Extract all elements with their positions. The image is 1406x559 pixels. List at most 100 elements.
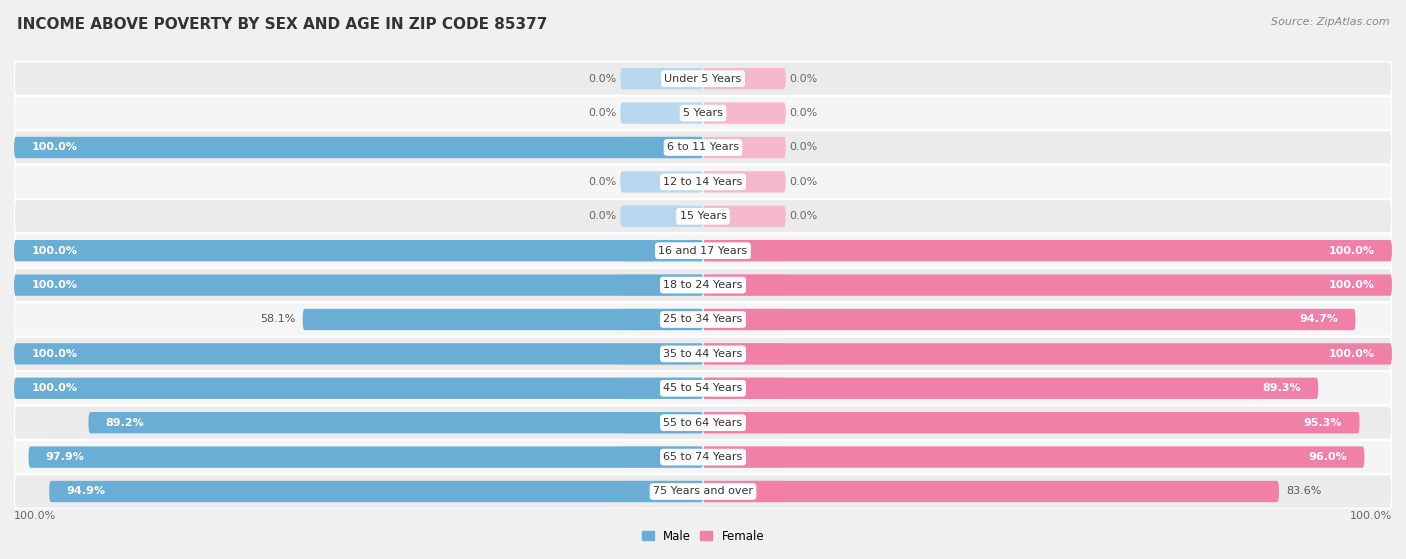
Text: 89.2%: 89.2% [105, 418, 145, 428]
Text: 0.0%: 0.0% [589, 108, 617, 118]
FancyBboxPatch shape [703, 137, 786, 158]
FancyBboxPatch shape [620, 171, 703, 192]
FancyBboxPatch shape [620, 102, 703, 124]
FancyBboxPatch shape [620, 274, 703, 296]
FancyBboxPatch shape [620, 481, 703, 502]
FancyBboxPatch shape [620, 343, 703, 364]
FancyBboxPatch shape [620, 206, 703, 227]
FancyBboxPatch shape [14, 268, 1392, 302]
Text: 94.7%: 94.7% [1299, 315, 1339, 324]
Text: 89.3%: 89.3% [1263, 383, 1301, 394]
Text: 58.1%: 58.1% [260, 315, 295, 324]
FancyBboxPatch shape [703, 343, 786, 364]
Text: 100.0%: 100.0% [1350, 511, 1392, 521]
Text: 0.0%: 0.0% [789, 177, 817, 187]
Text: 97.9%: 97.9% [46, 452, 84, 462]
Text: 0.0%: 0.0% [789, 211, 817, 221]
Text: 5 Years: 5 Years [683, 108, 723, 118]
FancyBboxPatch shape [14, 274, 703, 296]
Text: 35 to 44 Years: 35 to 44 Years [664, 349, 742, 359]
FancyBboxPatch shape [620, 240, 703, 262]
Text: 15 Years: 15 Years [679, 211, 727, 221]
FancyBboxPatch shape [703, 206, 786, 227]
Text: 25 to 34 Years: 25 to 34 Years [664, 315, 742, 324]
FancyBboxPatch shape [703, 378, 786, 399]
FancyBboxPatch shape [49, 481, 703, 502]
Text: Source: ZipAtlas.com: Source: ZipAtlas.com [1271, 17, 1389, 27]
FancyBboxPatch shape [703, 240, 1392, 262]
FancyBboxPatch shape [14, 343, 703, 364]
Text: 65 to 74 Years: 65 to 74 Years [664, 452, 742, 462]
FancyBboxPatch shape [14, 474, 1392, 509]
Text: 100.0%: 100.0% [1329, 349, 1375, 359]
FancyBboxPatch shape [703, 378, 1319, 399]
FancyBboxPatch shape [14, 137, 703, 158]
FancyBboxPatch shape [620, 378, 703, 399]
FancyBboxPatch shape [620, 309, 703, 330]
FancyBboxPatch shape [703, 102, 786, 124]
Text: 0.0%: 0.0% [589, 211, 617, 221]
FancyBboxPatch shape [14, 61, 1392, 96]
FancyBboxPatch shape [302, 309, 703, 330]
Text: 16 and 17 Years: 16 and 17 Years [658, 246, 748, 255]
FancyBboxPatch shape [703, 68, 786, 89]
FancyBboxPatch shape [14, 378, 703, 399]
Text: 18 to 24 Years: 18 to 24 Years [664, 280, 742, 290]
FancyBboxPatch shape [14, 199, 1392, 234]
Text: 100.0%: 100.0% [14, 511, 56, 521]
FancyBboxPatch shape [14, 165, 1392, 199]
FancyBboxPatch shape [28, 447, 703, 468]
Text: 100.0%: 100.0% [1329, 246, 1375, 255]
FancyBboxPatch shape [14, 337, 1392, 371]
FancyBboxPatch shape [703, 481, 1279, 502]
FancyBboxPatch shape [703, 240, 786, 262]
FancyBboxPatch shape [14, 405, 1392, 440]
FancyBboxPatch shape [14, 371, 1392, 405]
FancyBboxPatch shape [14, 440, 1392, 474]
Text: 0.0%: 0.0% [789, 108, 817, 118]
FancyBboxPatch shape [14, 234, 1392, 268]
FancyBboxPatch shape [703, 274, 1392, 296]
Text: 0.0%: 0.0% [789, 143, 817, 153]
FancyBboxPatch shape [620, 68, 703, 89]
Text: 0.0%: 0.0% [589, 74, 617, 84]
Text: INCOME ABOVE POVERTY BY SEX AND AGE IN ZIP CODE 85377: INCOME ABOVE POVERTY BY SEX AND AGE IN Z… [17, 17, 547, 32]
Text: 95.3%: 95.3% [1303, 418, 1343, 428]
FancyBboxPatch shape [703, 481, 786, 502]
FancyBboxPatch shape [703, 447, 786, 468]
Text: 100.0%: 100.0% [31, 383, 77, 394]
FancyBboxPatch shape [703, 412, 786, 433]
FancyBboxPatch shape [703, 412, 1360, 433]
Text: 100.0%: 100.0% [31, 349, 77, 359]
FancyBboxPatch shape [703, 343, 1392, 364]
FancyBboxPatch shape [703, 447, 1364, 468]
Text: 12 to 14 Years: 12 to 14 Years [664, 177, 742, 187]
FancyBboxPatch shape [14, 130, 1392, 165]
Text: 6 to 11 Years: 6 to 11 Years [666, 143, 740, 153]
Text: 55 to 64 Years: 55 to 64 Years [664, 418, 742, 428]
FancyBboxPatch shape [14, 96, 1392, 130]
Text: 0.0%: 0.0% [789, 74, 817, 84]
FancyBboxPatch shape [703, 171, 786, 192]
Text: 83.6%: 83.6% [1286, 486, 1322, 496]
Text: 94.9%: 94.9% [66, 486, 105, 496]
FancyBboxPatch shape [703, 309, 1355, 330]
Text: 0.0%: 0.0% [589, 177, 617, 187]
FancyBboxPatch shape [620, 137, 703, 158]
Text: 100.0%: 100.0% [31, 143, 77, 153]
Text: 45 to 54 Years: 45 to 54 Years [664, 383, 742, 394]
FancyBboxPatch shape [14, 302, 1392, 337]
FancyBboxPatch shape [620, 447, 703, 468]
Text: 100.0%: 100.0% [31, 280, 77, 290]
Text: 96.0%: 96.0% [1309, 452, 1347, 462]
FancyBboxPatch shape [620, 412, 703, 433]
Text: 100.0%: 100.0% [1329, 280, 1375, 290]
Text: 100.0%: 100.0% [31, 246, 77, 255]
Legend: Male, Female: Male, Female [641, 530, 765, 543]
Text: 75 Years and over: 75 Years and over [652, 486, 754, 496]
FancyBboxPatch shape [89, 412, 703, 433]
FancyBboxPatch shape [703, 274, 786, 296]
FancyBboxPatch shape [703, 309, 786, 330]
Text: Under 5 Years: Under 5 Years [665, 74, 741, 84]
FancyBboxPatch shape [14, 240, 703, 262]
